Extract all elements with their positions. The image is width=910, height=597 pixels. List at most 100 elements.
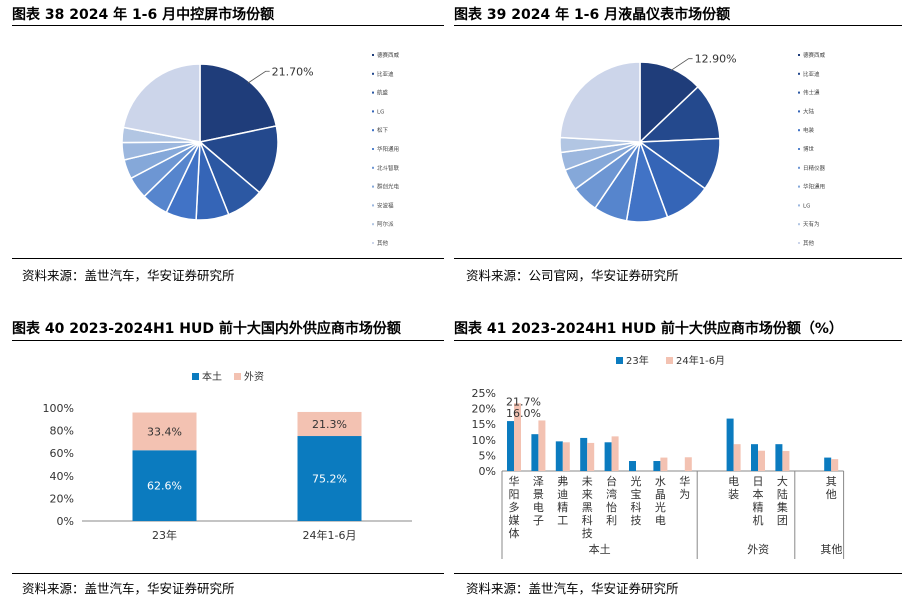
y-tick-label: 15%: [472, 418, 496, 431]
pie-slice-11: [122, 63, 201, 143]
y-tick-label: 10%: [472, 434, 496, 447]
x-tick-char: 来: [582, 488, 593, 501]
legend-swatch: [798, 54, 800, 56]
x-tick-char: 团: [777, 514, 788, 527]
x-tick-char: 体: [509, 526, 520, 540]
x-tick-char: 科: [582, 513, 593, 527]
x-tick-char: 装: [728, 488, 739, 501]
y-tick-label: 100%: [43, 402, 74, 415]
x-tick-char: 光: [631, 474, 642, 488]
pie-slice-1: [199, 63, 278, 143]
y-tick-label: 20%: [472, 403, 496, 416]
legend-label: 阿尔派: [377, 220, 394, 228]
legend-label: 本土: [202, 370, 222, 383]
bar: [726, 418, 734, 471]
legend-swatch: [372, 185, 374, 188]
legend-swatch: [234, 373, 241, 380]
bar: [733, 444, 741, 471]
y-tick-label: 25%: [472, 387, 496, 400]
data-label-leader: [247, 70, 270, 84]
x-tick-label: 24年1-6月: [303, 528, 357, 542]
title-rule-38: [12, 25, 444, 26]
legend-swatch: [372, 204, 374, 207]
legend-swatch: [798, 72, 800, 75]
legend-swatch: [372, 129, 374, 132]
legend-label: 德赛西威: [803, 51, 826, 59]
legend-swatch: [798, 166, 800, 169]
legend-swatch: [372, 72, 374, 75]
legend-swatch: [798, 185, 800, 188]
bar: [555, 441, 563, 471]
bar-value-label: 62.6%: [147, 480, 182, 493]
x-tick-char: 大: [777, 474, 788, 488]
bar: [562, 442, 570, 471]
bar: [751, 444, 758, 471]
legend-swatch: [798, 204, 800, 207]
legend-swatch: [616, 357, 623, 364]
x-tick-char: 弗: [557, 474, 568, 488]
x-tick-char: 水: [655, 475, 666, 488]
source-rule-40: [12, 573, 444, 574]
x-tick-char: 机: [753, 513, 764, 527]
legend-label: 群创光电: [377, 183, 400, 191]
bar-segment: [132, 450, 197, 521]
bar-segment: [297, 411, 362, 437]
pie-slice-11: [559, 61, 641, 143]
data-label-leader: [670, 58, 693, 72]
legend-swatch: [372, 110, 374, 113]
bar: [684, 457, 692, 471]
data-label: 21.7%: [506, 395, 541, 408]
bar: [531, 434, 539, 471]
legend-label: 外资: [244, 371, 264, 383]
x-tick-char: 集: [777, 500, 788, 514]
legend-label: 其他: [803, 239, 815, 247]
chart-title-41: 图表 41 2023-2024H1 HUD 前十大供应商市场份额（%）: [454, 321, 843, 337]
group-label: 外资: [747, 543, 769, 556]
bar: [538, 420, 546, 471]
bar: [660, 457, 668, 471]
chart-title-38: 图表 38 2024 年 1-6 月中控屏市场份额: [12, 7, 275, 23]
bar-segment: [132, 412, 197, 451]
data-label: 16.0%: [506, 407, 541, 420]
x-tick-char: 他: [826, 488, 837, 501]
source-rule-39: [454, 258, 902, 259]
legend-label: 德赛西威: [377, 51, 400, 59]
legend-label: 日精仪器: [803, 164, 826, 172]
x-tick-char: 华: [509, 474, 520, 488]
legend-label: 其他: [377, 239, 389, 247]
legend-swatch: [372, 223, 374, 226]
legend-label: LG: [803, 203, 810, 209]
legend-swatch: [372, 148, 374, 150]
source-note-41: 资料来源：盖世汽车，华安证券研究所: [466, 581, 679, 596]
legend-swatch: [798, 242, 800, 244]
legend-label: 华阳通用: [803, 183, 825, 191]
legend-swatch: [372, 166, 374, 169]
legend-label: 天有为: [803, 220, 820, 228]
legend-label: 博世: [803, 145, 815, 153]
bar: [507, 421, 514, 471]
x-tick-char: 黑: [582, 501, 593, 514]
x-tick-char: 泽: [533, 475, 544, 488]
legend-label: 华阳通用: [377, 145, 399, 153]
bar: [831, 459, 839, 471]
x-tick-char: 科: [631, 500, 642, 514]
bar-segment: [297, 436, 362, 521]
x-tick-char: 技: [631, 514, 642, 527]
title-rule-39: [454, 25, 902, 26]
pie-slice-1: [639, 61, 700, 144]
x-tick-char: 多: [509, 500, 520, 514]
bar: [824, 457, 832, 471]
bar: [514, 403, 521, 471]
x-tick-char: 电: [533, 501, 544, 514]
x-tick-char: 本: [753, 487, 764, 501]
y-tick-label: 20%: [50, 492, 74, 505]
legend-swatch: [372, 54, 374, 56]
x-tick-char: 技: [582, 527, 593, 540]
legend-label: 伟士通: [803, 89, 820, 97]
legend-swatch: [798, 223, 800, 226]
bar-value-label: 21.3%: [312, 418, 347, 431]
bar: [611, 436, 619, 471]
x-tick-char: 华: [679, 474, 690, 488]
